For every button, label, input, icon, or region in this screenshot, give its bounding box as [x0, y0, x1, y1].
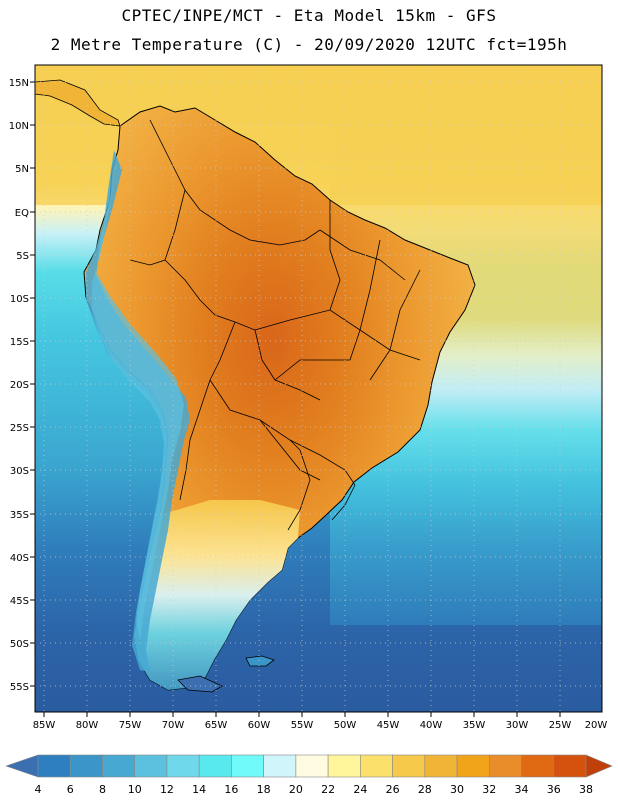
legend-arrow-low [5, 754, 39, 778]
lon-label: 65W [205, 720, 228, 731]
legend-label: 18 [257, 783, 271, 796]
lat-label: 15N [9, 78, 29, 89]
legend-label: 36 [547, 783, 561, 796]
legend-label: 12 [160, 783, 174, 796]
lon-label: 50W [334, 720, 357, 731]
legend-color-box [166, 754, 200, 778]
legend-color-box [327, 754, 361, 778]
legend-color-box [295, 754, 329, 778]
legend-label: 14 [192, 783, 206, 796]
legend-arrow-high [585, 754, 613, 778]
legend-color-box [134, 754, 168, 778]
tierra-del-fuego [177, 675, 223, 693]
legend-label: 28 [418, 783, 432, 796]
andes-cold-band [86, 150, 190, 672]
lat-label: 15S [10, 337, 29, 348]
map-frame [34, 64, 603, 713]
legend-color-box [521, 754, 555, 778]
lon-label: 35W [463, 720, 486, 731]
lat-label: 40S [10, 553, 29, 564]
lon-label: 75W [119, 720, 142, 731]
legend-label: 30 [450, 783, 464, 796]
legend-color-box [488, 754, 522, 778]
legend-color-box [360, 754, 393, 778]
legend-label: 34 [515, 783, 529, 796]
lat-label: 5S [16, 251, 29, 262]
title-line-1: CPTEC/INPE/MCT - Eta Model 15km - GFS [121, 6, 497, 25]
andes-highland [92, 160, 184, 640]
legend-label: 4 [35, 783, 42, 796]
legend-color-box [424, 754, 458, 778]
legend-label: 22 [321, 783, 335, 796]
legend-label: 24 [353, 783, 367, 796]
legend-label: 6 [67, 783, 74, 796]
lon-label: 25W [549, 720, 572, 731]
lon-label: 40W [420, 720, 443, 731]
lat-label: 30S [10, 466, 29, 477]
lat-label: 45S [10, 596, 29, 607]
legend-color-box [198, 754, 232, 778]
lat-label: 25S [10, 423, 29, 434]
lon-label: 45W [377, 720, 400, 731]
lon-label: 20W [585, 720, 608, 731]
legend-color-box [553, 754, 587, 778]
lon-label: 55W [291, 720, 314, 731]
legend-color-box [456, 754, 490, 778]
lat-label: 55S [10, 682, 29, 693]
legend-label: 10 [128, 783, 142, 796]
lon-label: 30W [506, 720, 529, 731]
lon-label: 80W [76, 720, 99, 731]
lat-label: 50S [10, 639, 29, 650]
legend-label: 38 [579, 783, 593, 796]
legend-label: 32 [482, 783, 496, 796]
legend-color-box [102, 754, 136, 778]
lat-label: 35S [10, 510, 29, 521]
legend-label: 20 [289, 783, 303, 796]
legend-label: 8 [99, 783, 106, 796]
lat-label: EQ [15, 208, 29, 219]
legend-color-box [392, 754, 426, 778]
lat-label: 20S [10, 380, 29, 391]
lat-label: 10S [10, 294, 29, 305]
title-line-2: 2 Metre Temperature (C) - 20/09/2020 12U… [50, 35, 568, 54]
country-borders [129, 119, 421, 531]
temperature-map: 15N 10N 5N EQ 5S 10S 15S 20S 25S 30S 35S… [9, 64, 608, 731]
lat-label: 10N [9, 121, 29, 132]
central-america [35, 79, 121, 127]
southern-cone [134, 500, 300, 690]
legend-color-box [37, 754, 71, 778]
legend-label: 16 [224, 783, 238, 796]
lat-label: 5N [15, 164, 29, 175]
legend-color-box [263, 754, 297, 778]
lon-label: 85W [33, 720, 56, 731]
lon-label: 60W [248, 720, 271, 731]
falkland-islands [245, 655, 275, 667]
lon-label: 70W [162, 720, 185, 731]
axis-ticks [30, 81, 561, 717]
legend-color-box [69, 754, 103, 778]
color-legend: 4 6 8 10 12 14 16 18 20 22 24 26 28 30 32 34 36 38 [5, 754, 613, 796]
legend-color-box [231, 754, 264, 778]
legend-label: 26 [386, 783, 400, 796]
